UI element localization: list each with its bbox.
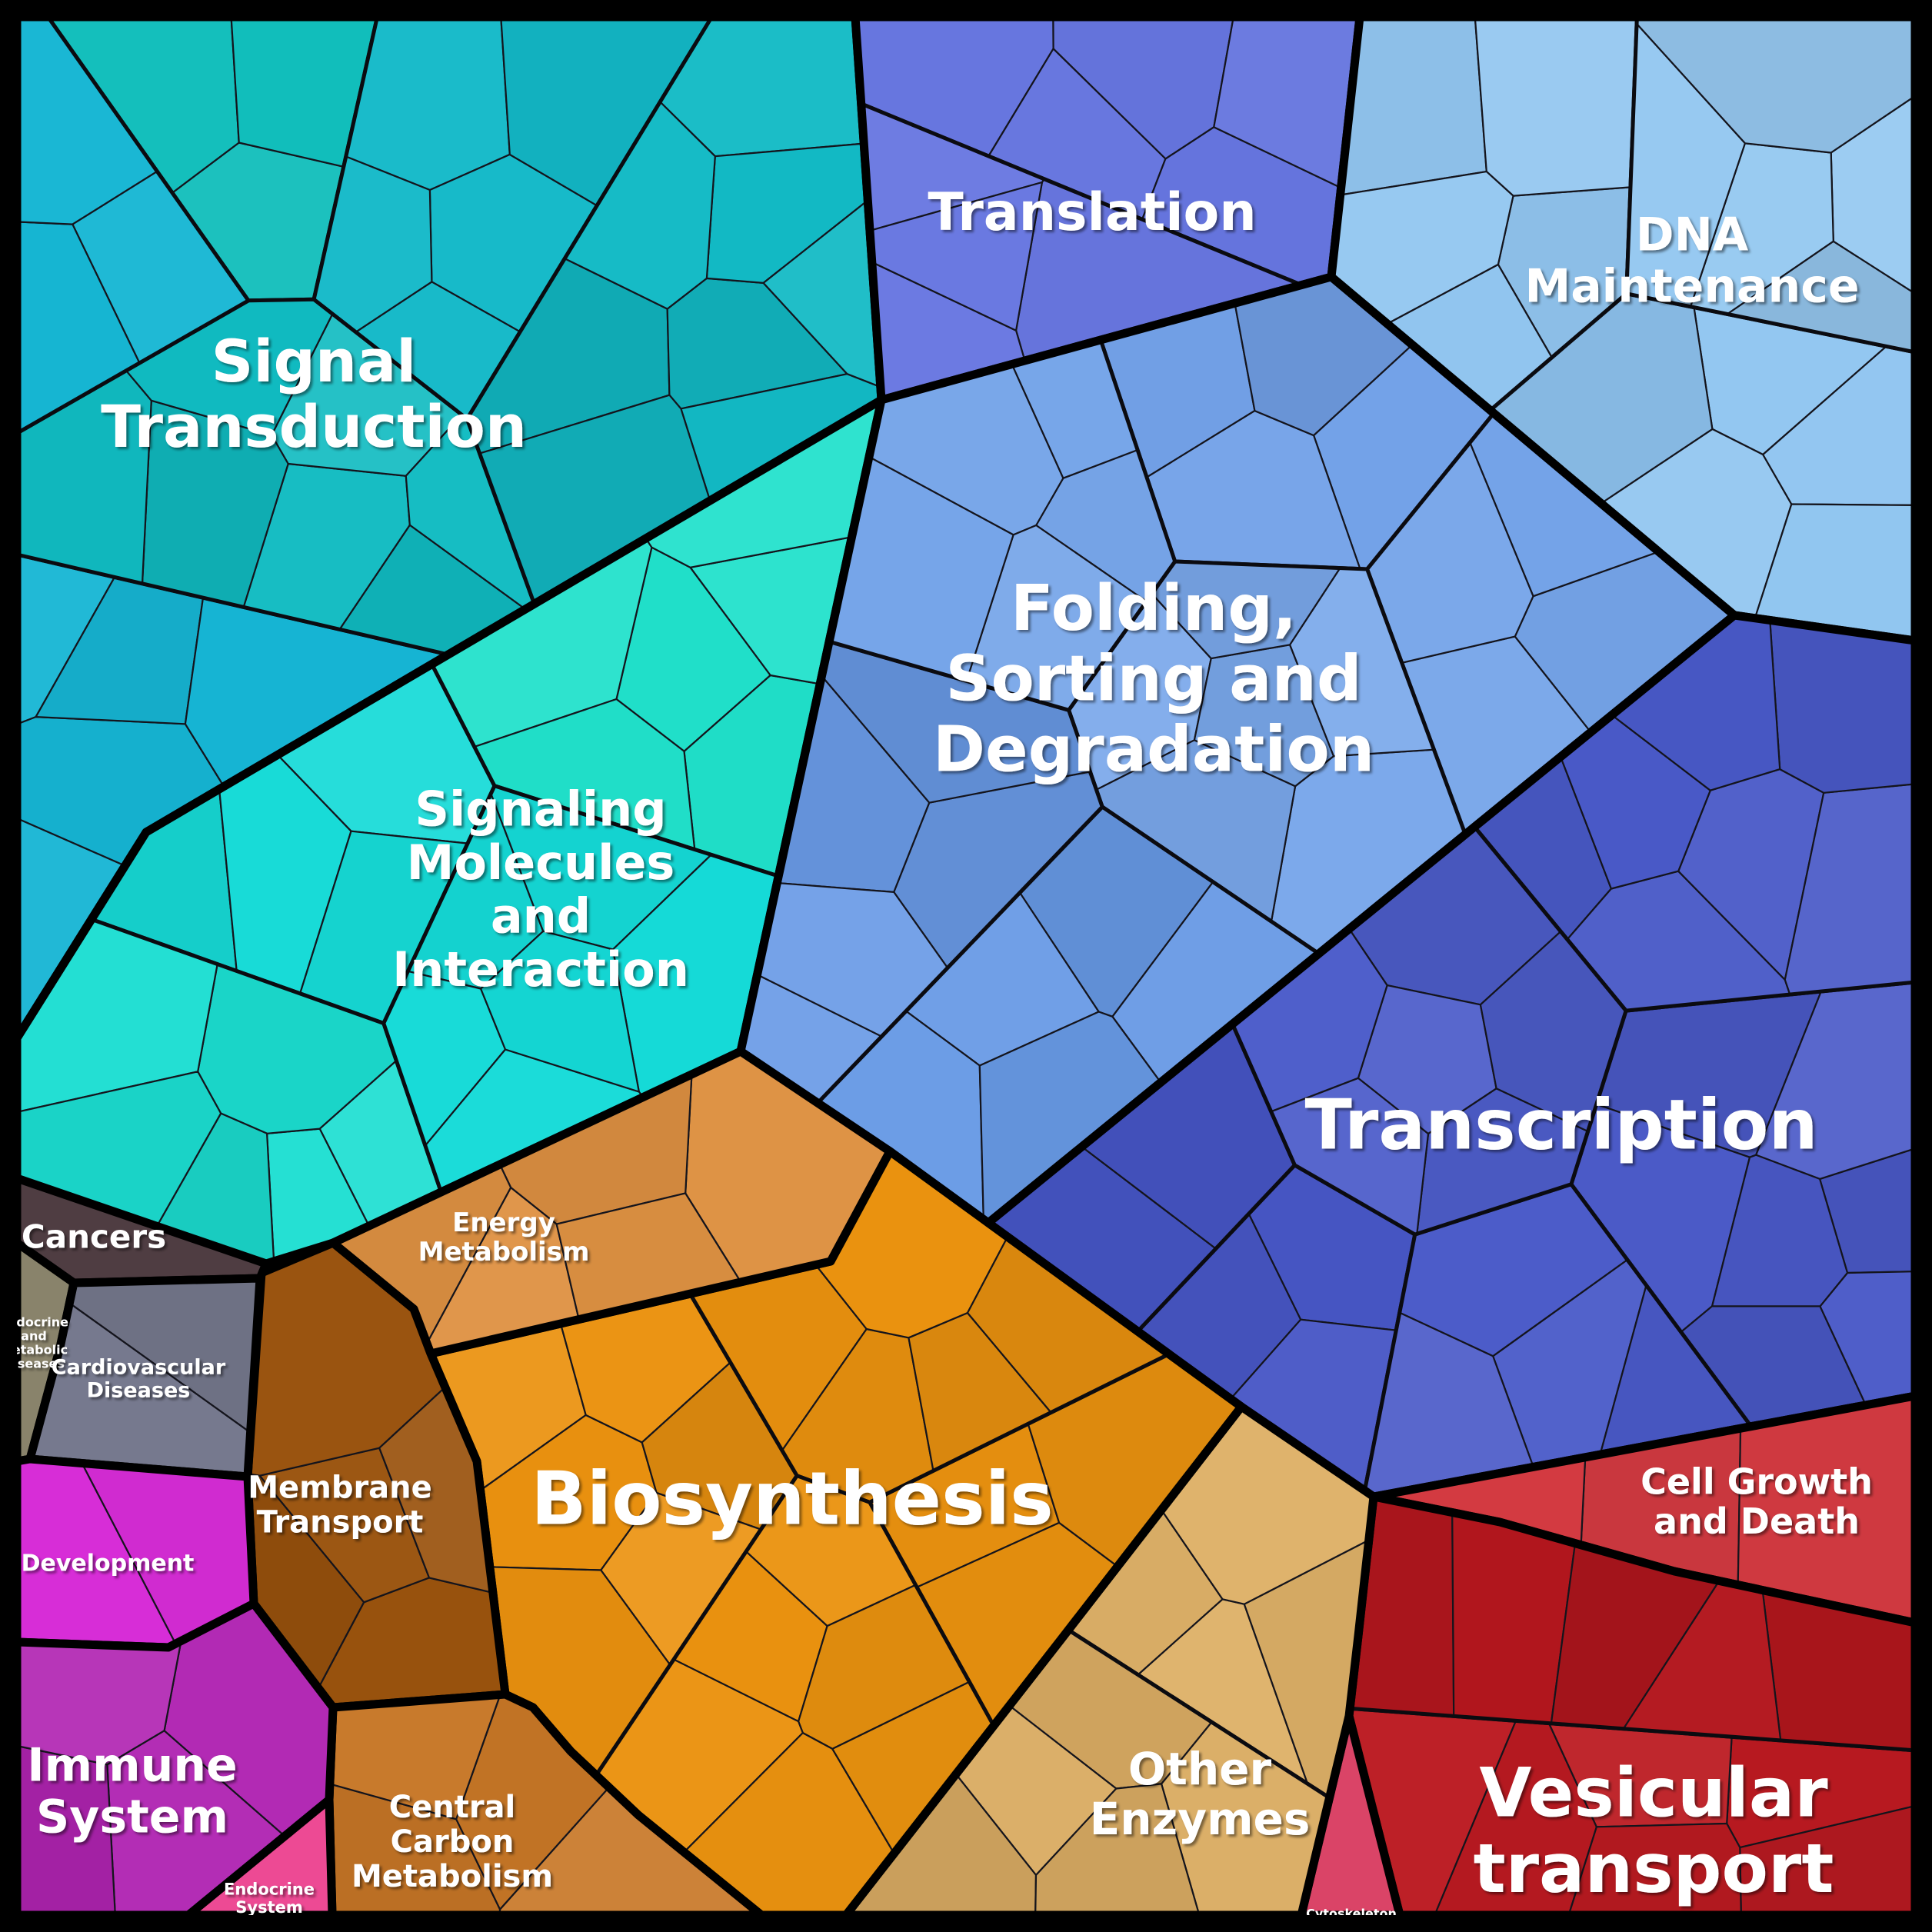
region-biosynthesis[interactable]: [426, 1147, 1246, 1920]
region-label-endocrine-and-metabolic-diseases: Endocrine and Metabolic Diseases: [0, 1315, 68, 1371]
treemap-cell: [1474, 15, 1638, 197]
region-label-translation: Translation: [928, 182, 1256, 243]
region-label-immune-system: Immune System: [27, 1738, 238, 1844]
region-label-energy-metabolism: Energy Metabolism: [418, 1208, 590, 1267]
treemap-cell: [1339, 15, 1487, 196]
region-label-cancers: Cancers: [22, 1218, 166, 1256]
region-translation[interactable]: [851, 12, 1364, 405]
region-transcription[interactable]: [984, 611, 1920, 1501]
region-label-central-carbon-metabolism: Central Carbon Metabolism: [351, 1790, 553, 1894]
region-dna-maintenance[interactable]: [1327, 12, 1920, 645]
region-label-other-enzymes: Other Enzymes: [1090, 1743, 1311, 1845]
region-label-membrane-transport: Membrane Transport: [248, 1471, 432, 1541]
treemap-cell: [480, 930, 640, 1093]
region-label-cell-growth-and-death: Cell Growth and Death: [1641, 1461, 1873, 1542]
labels-layer: Signal Transduction Signaling Molecules and I…: [0, 182, 1873, 1921]
region-label-cardiovascular-diseases: Cardiovascular Diseases: [52, 1355, 226, 1402]
region-label-signal-transduction: Signal Transduction: [101, 327, 527, 461]
region-label-signaling-molecules-and-interaction: Signaling Molecules and Interaction: [392, 781, 689, 998]
treemap-cell: [564, 101, 716, 310]
region-label-folding-sorting-and-degradation: Folding, Sorting and Degradation: [933, 572, 1374, 787]
region-label-endocrine-system: Endocrine System: [224, 1880, 315, 1917]
treemap-cell: [1769, 619, 1917, 794]
region-label-development: Development: [22, 1551, 195, 1577]
region-cardiovascular-diseases[interactable]: [25, 1274, 265, 1481]
region-energy-metabolism[interactable]: [328, 1047, 894, 1358]
region-signal-transduction[interactable]: [12, 12, 886, 1043]
region-label-transcription: Transcription: [1304, 1085, 1817, 1166]
region-central-carbon-metabolism[interactable]: [325, 1690, 766, 1920]
region-label-dna-maintenance: DNA Maintenance: [1524, 208, 1859, 313]
region-label-vesicular-transport: Vesicular transport: [1474, 1754, 1834, 1909]
treemap-cell: [1711, 1154, 1849, 1307]
region-label-biosynthesis: Biosynthesis: [531, 1457, 1053, 1541]
regions-layer: [12, 12, 1920, 1920]
